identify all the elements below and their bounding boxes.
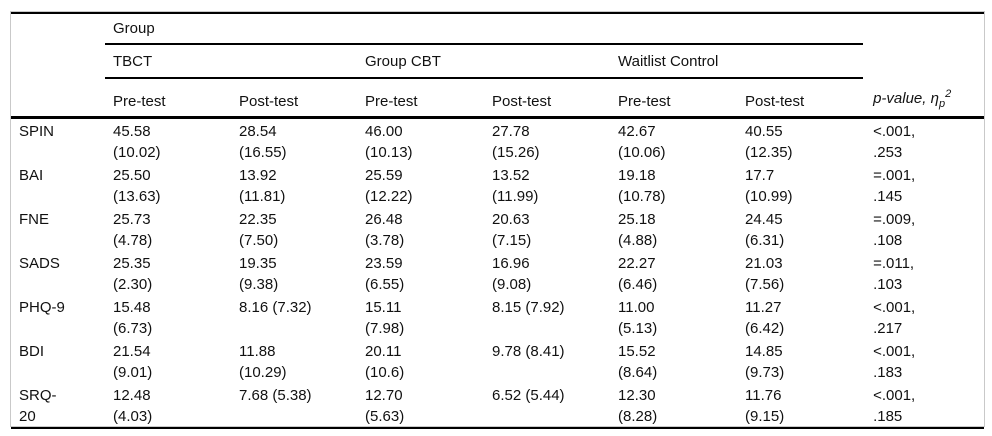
measure-label: FNE [19, 211, 49, 228]
timepoint-header: Post-test [231, 78, 357, 119]
stat-cell: =.011, .103 [873, 255, 915, 293]
value-cell: 6.52 (5.44) [492, 387, 565, 404]
value-cell: 11.88 (10.29) [239, 343, 287, 381]
value-cell: 8.16 (7.32) [239, 299, 312, 316]
value-cell: 28.54 (16.55) [239, 123, 287, 161]
timepoint-header: Post-test [484, 78, 610, 119]
header-blank-cell [863, 44, 984, 78]
table-row: PHQ-9 15.48 (6.73) 8.16 (7.32) 15.11 (7.… [11, 295, 984, 339]
stat-cell: <.001, .183 [873, 343, 916, 381]
table-row: SPIN 45.58 (10.02) 28.54 (16.55) 46.00 (… [11, 118, 984, 164]
header-blank-cell [11, 44, 105, 78]
pvalue-eta-header: p-value, ηp2 [863, 78, 985, 119]
stat-cell: =.009, .108 [873, 211, 916, 249]
timepoint-header: Pre-test [357, 78, 484, 119]
value-cell: 20.63 (7.15) [492, 211, 532, 249]
value-cell: 20.11 (10.6) [365, 343, 405, 381]
value-cell: 9.78 (8.41) [492, 343, 565, 360]
value-cell: 11.00 (5.13) [618, 299, 658, 337]
value-cell: 13.52 (11.99) [492, 167, 539, 205]
value-cell: 25.73 (4.78) [113, 211, 153, 249]
value-cell: 15.48 (6.73) [113, 299, 153, 337]
value-cell: 25.35 (2.30) [113, 255, 153, 293]
value-cell: 42.67 (10.06) [618, 123, 666, 161]
timepoint-header: Pre-test [610, 78, 737, 119]
value-cell: 15.52 (8.64) [618, 343, 658, 381]
value-cell: 21.54 (9.01) [113, 343, 153, 381]
value-cell: 45.58 (10.02) [113, 123, 161, 161]
header-row-conditions: TBCT Group CBT Waitlist Control [11, 44, 984, 79]
header-blank-cell [11, 78, 105, 119]
table-row: FNE 25.73 (4.78) 22.35 (7.50) 26.48 (3.7… [11, 207, 984, 251]
value-cell: 14.85 (9.73) [745, 343, 785, 381]
table-row: BAI 25.50 (13.63) 13.92 (11.81) 25.59 (1… [11, 163, 984, 207]
value-cell: 16.96 (9.08) [492, 255, 532, 293]
timepoint-header: Post-test [737, 78, 864, 119]
measure-label: PHQ-9 [19, 299, 65, 316]
value-cell: 15.11 (7.98) [365, 299, 405, 337]
value-cell: 25.50 (13.63) [113, 167, 161, 205]
condition-header-tbct: TBCT [105, 44, 357, 79]
value-cell: 19.18 (10.78) [618, 167, 666, 205]
pvalue-eta-label: p-value, ηp2 [873, 88, 952, 110]
table-row: BDI 21.54 (9.01) 11.88 (10.29) 20.11 (10… [11, 339, 984, 383]
timepoint-header: Pre-test [105, 78, 231, 119]
value-cell: 25.18 (4.88) [618, 211, 658, 249]
measure-label: BAI [19, 167, 44, 184]
value-cell: 22.27 (6.46) [618, 255, 658, 293]
value-cell: 46.00 (10.13) [365, 123, 413, 161]
value-cell: 23.59 (6.55) [365, 255, 405, 293]
condition-header-group-cbt: Group CBT [357, 44, 610, 79]
value-cell: 13.92 (11.81) [239, 167, 286, 205]
table-frame: Group TBCT Group CBT Waitlist Control Pr… [10, 11, 985, 429]
measure-label: SPIN [19, 123, 55, 140]
stat-cell: <.001, .217 [873, 299, 916, 337]
stat-cell: =.001, .145 [873, 167, 916, 205]
measure-label: SADS [19, 255, 60, 272]
header-blank-cell [11, 13, 105, 44]
value-cell: 11.27 (6.42) [745, 299, 785, 337]
header-blank-cell [863, 13, 984, 44]
value-cell: 12.30 (8.28) [618, 387, 658, 425]
stat-cell: <.001, .253 [873, 123, 916, 161]
value-cell: 25.59 (12.22) [365, 167, 413, 205]
results-table: Group TBCT Group CBT Waitlist Control Pr… [11, 12, 985, 429]
measure-label: BDI [19, 343, 45, 360]
table-row: SRQ- 20 12.48 (4.03) 7.68 (5.38) 12.70 (… [11, 383, 984, 428]
stat-cell: <.001, .185 [873, 387, 916, 425]
condition-header-waitlist: Waitlist Control [610, 44, 864, 79]
measure-label: SRQ- 20 [19, 387, 57, 425]
value-cell: 26.48 (3.78) [365, 211, 405, 249]
header-row-timepoints: Pre-test Post-test Pre-test Post-test Pr… [11, 78, 985, 119]
value-cell: 17.7 (10.99) [745, 167, 793, 205]
header-row-group: Group [11, 13, 984, 45]
value-cell: 24.45 (6.31) [745, 211, 785, 249]
value-cell: 40.55 (12.35) [745, 123, 793, 161]
value-cell: 11.76 (9.15) [745, 387, 785, 425]
group-spanner-header: Group [105, 13, 864, 45]
value-cell: 8.15 (7.92) [492, 299, 565, 316]
value-cell: 12.48 (4.03) [113, 387, 153, 425]
value-cell: 12.70 (5.63) [365, 387, 405, 425]
value-cell: 27.78 (15.26) [492, 123, 540, 161]
table-row: SADS 25.35 (2.30) 19.35 (9.38) 23.59 (6.… [11, 251, 984, 295]
value-cell: 21.03 (7.56) [745, 255, 785, 293]
value-cell: 7.68 (5.38) [239, 387, 312, 404]
value-cell: 22.35 (7.50) [239, 211, 279, 249]
value-cell: 19.35 (9.38) [239, 255, 279, 293]
